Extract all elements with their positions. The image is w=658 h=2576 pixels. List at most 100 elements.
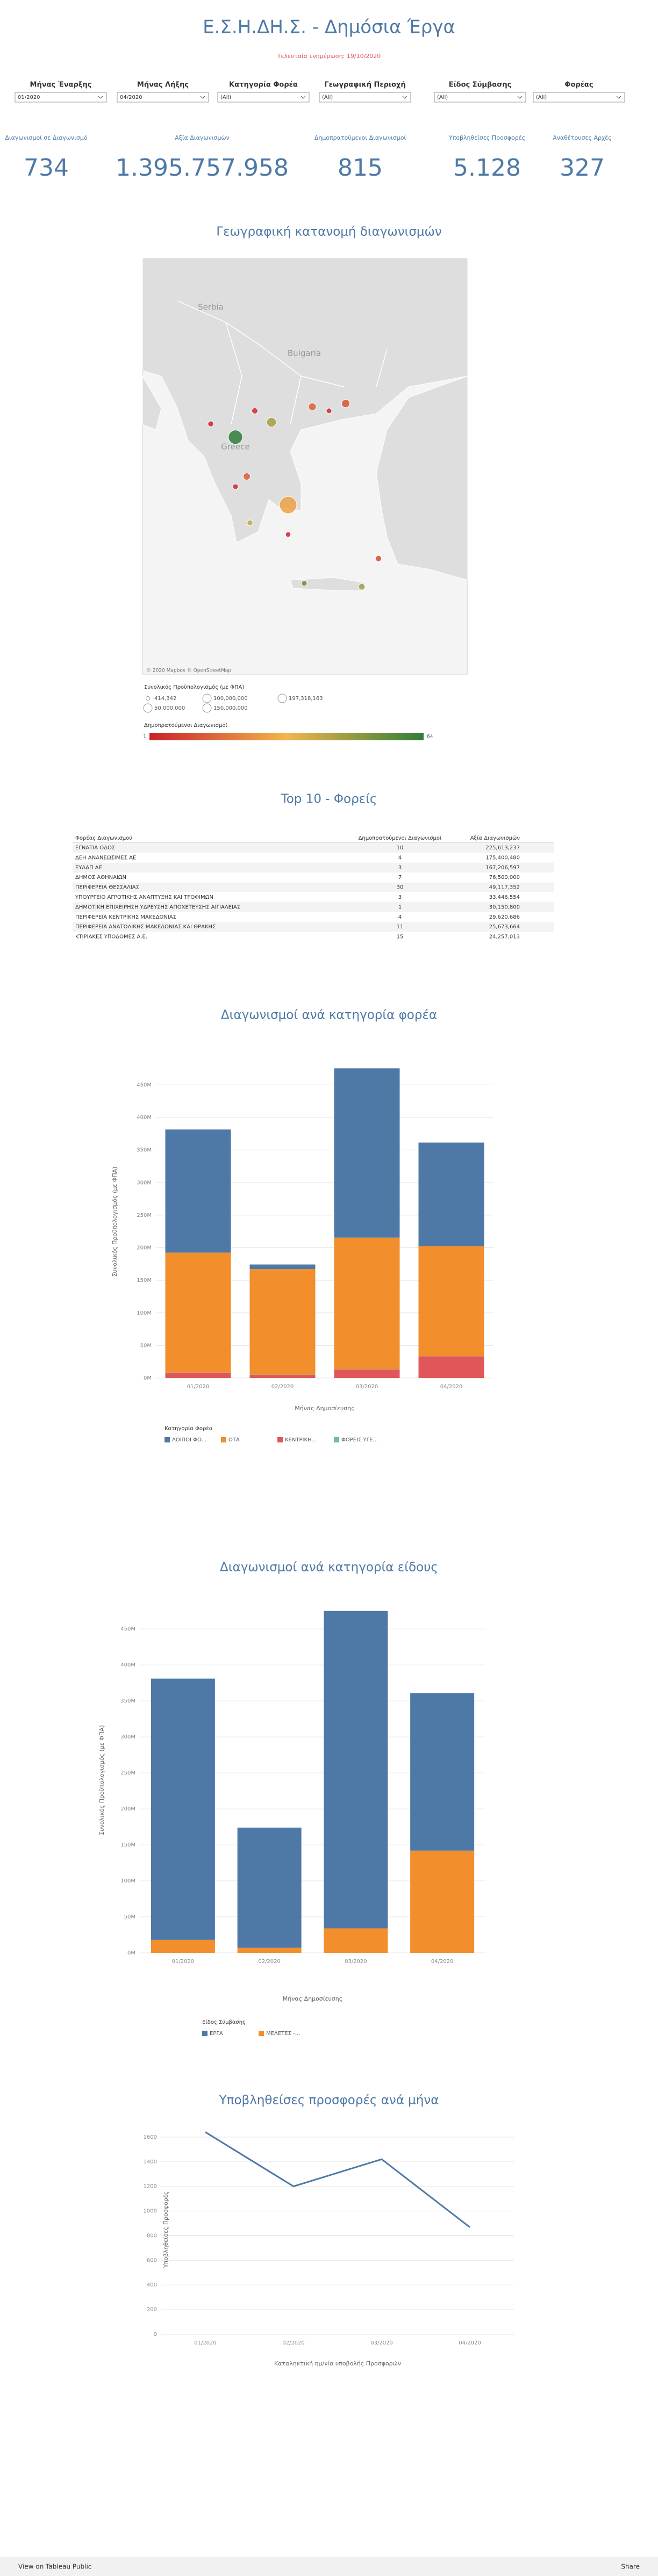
bar-segment[interactable]: [249, 1374, 316, 1378]
filter-value: 01/2020: [18, 95, 40, 100]
map-point[interactable]: [232, 484, 239, 490]
bar-segment[interactable]: [237, 1947, 302, 1953]
map-point[interactable]: [341, 399, 351, 408]
map-point[interactable]: [242, 472, 251, 480]
y-tick-label: 400M: [120, 1662, 135, 1668]
map-point[interactable]: [301, 580, 307, 587]
bar-segment[interactable]: [410, 1850, 475, 1953]
y-tick-label: 250M: [137, 1213, 152, 1218]
legend-label: ΛΟΙΠΟΙ ΦΟ...: [172, 1437, 206, 1443]
filter-dropdown[interactable]: [319, 92, 411, 103]
legend-label: ΦΟΡΕΙΣ ΥΓΕ...: [341, 1437, 378, 1443]
size-legend-circle: [202, 694, 212, 703]
y-tick-label: 300M: [137, 1180, 152, 1186]
map-attribution: © 2020 Mapbox © OpenStreetMap: [146, 668, 231, 674]
section-title: Διαγωνισμοί ανά κατηγορία φορέα: [221, 1008, 437, 1022]
x-tick-label: 03/2020: [345, 1959, 367, 1965]
legend-swatch: [202, 2031, 208, 2036]
bar-segment[interactable]: [237, 1827, 302, 1948]
bar-segment[interactable]: [418, 1246, 484, 1356]
legend-label: ΟΤΑ: [228, 1437, 240, 1443]
land: [376, 376, 468, 581]
row-band: [73, 862, 554, 873]
filter-dropdown[interactable]: [434, 92, 526, 103]
bar-segment[interactable]: [324, 1928, 388, 1953]
table-cell: ΔΗΜΟΣ ΑΘΗΝΑΙΩΝ: [75, 875, 126, 881]
y-tick-label: 50M: [124, 1914, 135, 1920]
dashboard-title: Ε.Σ.Η.ΔΗ.Σ. - Δημόσια Έργα: [203, 17, 455, 38]
y-tick-label: 350M: [120, 1698, 135, 1704]
y-tick-label: 200M: [137, 1245, 152, 1251]
bar-segment[interactable]: [249, 1264, 316, 1269]
filter-dropdown[interactable]: [117, 92, 209, 103]
bar-segment[interactable]: [334, 1068, 400, 1238]
y-tick-label: 1400: [144, 2159, 157, 2165]
bar-segment[interactable]: [165, 1373, 231, 1378]
filter-value: 04/2020: [120, 95, 142, 100]
column-header: Δημοπρατούμενοι Διαγωνισμοί: [359, 835, 442, 841]
filter-label: Γεωγραφική Περιοχή: [324, 81, 405, 89]
map-point[interactable]: [208, 421, 214, 427]
size-legend-label: 150,000,000: [213, 705, 248, 711]
table-cell: 1: [398, 904, 402, 910]
bar-segment[interactable]: [249, 1269, 316, 1375]
y-axis-title: Υποβληθείσες Προσφορές: [162, 2191, 169, 2268]
bar-segment[interactable]: [334, 1369, 400, 1378]
kpi-value: 734: [24, 154, 69, 182]
filter-dropdown[interactable]: [217, 92, 310, 103]
bar-segment[interactable]: [334, 1237, 400, 1369]
table-cell: ΠΕΡΙΦΕΡΕΙΑ ΑΝΑΤΟΛΙΚΗΣ ΜΑΚΕΔΟΝΙΑΣ ΚΑΙ ΘΡΑ…: [75, 924, 216, 930]
row-band: [73, 882, 554, 892]
x-tick-label: 02/2020: [258, 1959, 281, 1965]
filter-value: (All): [536, 95, 547, 100]
table-cell: 30,150,800: [489, 904, 520, 910]
y-tick-label: 600: [147, 2257, 157, 2263]
bar-segment[interactable]: [334, 1369, 400, 1370]
row-band: [73, 843, 554, 853]
map-point[interactable]: [279, 496, 297, 514]
bar-segment[interactable]: [410, 1693, 475, 1851]
y-tick-label: 200: [147, 2307, 157, 2313]
bar-segment[interactable]: [324, 1611, 388, 1929]
color-legend-min: 1: [143, 734, 146, 740]
filter-dropdown[interactable]: [15, 92, 107, 103]
map-point[interactable]: [326, 408, 332, 414]
filter-dropdown[interactable]: [533, 92, 625, 103]
x-tick-label: 04/2020: [459, 2340, 481, 2346]
bar-segment[interactable]: [151, 1939, 215, 1953]
map-point[interactable]: [358, 583, 366, 590]
legend-swatch: [221, 1437, 226, 1442]
share-button[interactable]: Share: [621, 2563, 640, 2571]
size-legend-circle: [202, 703, 212, 713]
x-tick-label: 03/2020: [356, 1384, 378, 1390]
legend-swatch: [164, 1437, 170, 1442]
bar-segment[interactable]: [151, 1678, 215, 1940]
map-point[interactable]: [285, 531, 291, 538]
map-point[interactable]: [228, 430, 243, 445]
bar-segment[interactable]: [165, 1252, 231, 1373]
bar-segment[interactable]: [418, 1142, 484, 1246]
map-point[interactable]: [375, 555, 382, 562]
table-cell: 24,257,013: [489, 934, 520, 940]
map-point[interactable]: [247, 519, 253, 526]
dropdown-arrow: [517, 96, 523, 99]
map-point[interactable]: [308, 402, 317, 411]
filter-label: Κατηγορία Φορέα: [229, 81, 298, 89]
bar-segment[interactable]: [418, 1356, 484, 1378]
map-point[interactable]: [266, 417, 277, 428]
section-title: Υποβληθείσες προσφορές ανά μήνα: [219, 2094, 439, 2108]
bar-segment[interactable]: [165, 1129, 231, 1253]
kpi-label: Διαγωνισμοί σε Διαγωνισμό: [5, 134, 87, 141]
map-point[interactable]: [251, 407, 259, 414]
size-legend-label: 197,318,163: [289, 696, 323, 702]
size-legend-circle: [145, 696, 151, 701]
tableau-link[interactable]: View on Tableau Public: [18, 2563, 91, 2571]
section-title: Top 10 - Φορείς: [281, 792, 377, 806]
kpi-label: Δημοπρατούμενοι Διαγωνισμοί: [314, 134, 406, 141]
column-header: Αξία Διαγωνισμών: [470, 835, 520, 841]
size-legend-circle: [143, 703, 153, 713]
table-cell: 15: [397, 934, 404, 940]
footer-bar: [0, 2557, 658, 2576]
filter-label: Φορέας: [564, 81, 593, 89]
